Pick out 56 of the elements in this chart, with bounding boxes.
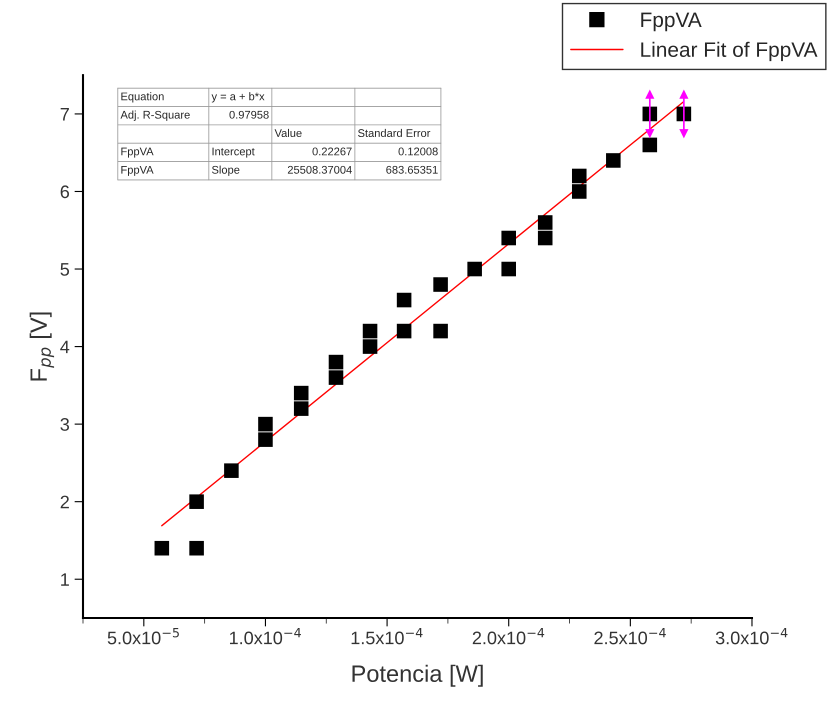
point bbox=[501, 262, 516, 276]
x-axis-title: Potencia [W] bbox=[352, 664, 483, 687]
point bbox=[572, 184, 587, 199]
legend-label: FppVA bbox=[641, 12, 702, 32]
point bbox=[294, 401, 308, 416]
y-tick-label: 5 bbox=[60, 263, 70, 276]
point bbox=[328, 354, 344, 370]
y-tick-label: 1 bbox=[61, 573, 69, 586]
point bbox=[258, 432, 273, 447]
x-tick-label: 2.5x10$^{−4}$ bbox=[594, 628, 666, 644]
point bbox=[396, 324, 412, 338]
annotation: 0.12008 bbox=[398, 148, 438, 156]
point bbox=[224, 463, 239, 478]
point bbox=[396, 292, 412, 308]
point bbox=[642, 138, 658, 152]
x-tick-label: 5.0x10$^{−5}$ bbox=[108, 628, 179, 644]
point bbox=[572, 168, 587, 184]
annotation: 683.65351 bbox=[386, 166, 438, 174]
point bbox=[538, 215, 552, 230]
point bbox=[362, 339, 378, 354]
annotation: Equation bbox=[121, 92, 164, 103]
annotation: 25508.37004 bbox=[288, 166, 352, 174]
point bbox=[294, 386, 308, 400]
point bbox=[362, 324, 378, 338]
point bbox=[433, 324, 448, 338]
point bbox=[606, 153, 621, 168]
point bbox=[467, 262, 482, 276]
y-axis-title: F$_{pp}$ [V] bbox=[30, 312, 54, 381]
y-tick-label: 2 bbox=[60, 496, 69, 508]
y-tick-label: 7 bbox=[60, 108, 69, 120]
y-tick-label: 3 bbox=[60, 418, 70, 431]
annotation: y = a + b*x bbox=[212, 92, 264, 103]
x-tick-label: 3.0x10$^{−4}$ bbox=[716, 628, 788, 644]
point bbox=[189, 540, 204, 556]
point bbox=[328, 370, 344, 385]
annotation: Intercept bbox=[212, 148, 255, 158]
point bbox=[154, 540, 170, 556]
annotation: FppVA bbox=[121, 166, 154, 176]
point bbox=[189, 494, 204, 509]
annotation: 0.22267 bbox=[312, 148, 352, 156]
annotation: Standard Error bbox=[358, 128, 430, 138]
annotation: Adj. R-Square bbox=[120, 110, 190, 121]
legend-label: Linear Fit of FppVA bbox=[641, 42, 818, 62]
annotation: FppVA bbox=[121, 148, 154, 158]
annotation: Value bbox=[274, 128, 302, 138]
x-tick-label: 2.0x10$^{−4}$ bbox=[472, 628, 544, 644]
x-tick-label: 1.5x10$^{−4}$ bbox=[352, 628, 423, 644]
x-tick-label: 1.0x10$^{−4}$ bbox=[230, 628, 301, 644]
point bbox=[501, 230, 516, 246]
point bbox=[538, 230, 552, 246]
y-tick-label: 6 bbox=[60, 185, 70, 198]
y-tick-label: 4 bbox=[60, 340, 70, 354]
point bbox=[258, 416, 273, 432]
point bbox=[433, 277, 448, 292]
annotation: 0.97958 bbox=[229, 110, 269, 119]
annotation: Slope bbox=[212, 166, 240, 176]
